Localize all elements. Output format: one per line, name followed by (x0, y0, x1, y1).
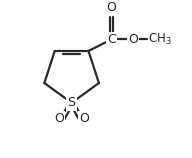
Text: S: S (68, 96, 76, 109)
Text: CH$_3$: CH$_3$ (148, 32, 172, 47)
Text: O: O (107, 1, 116, 14)
Text: O: O (55, 112, 64, 125)
Text: O: O (128, 33, 138, 46)
Text: O: O (79, 112, 89, 125)
Text: C: C (107, 33, 116, 46)
